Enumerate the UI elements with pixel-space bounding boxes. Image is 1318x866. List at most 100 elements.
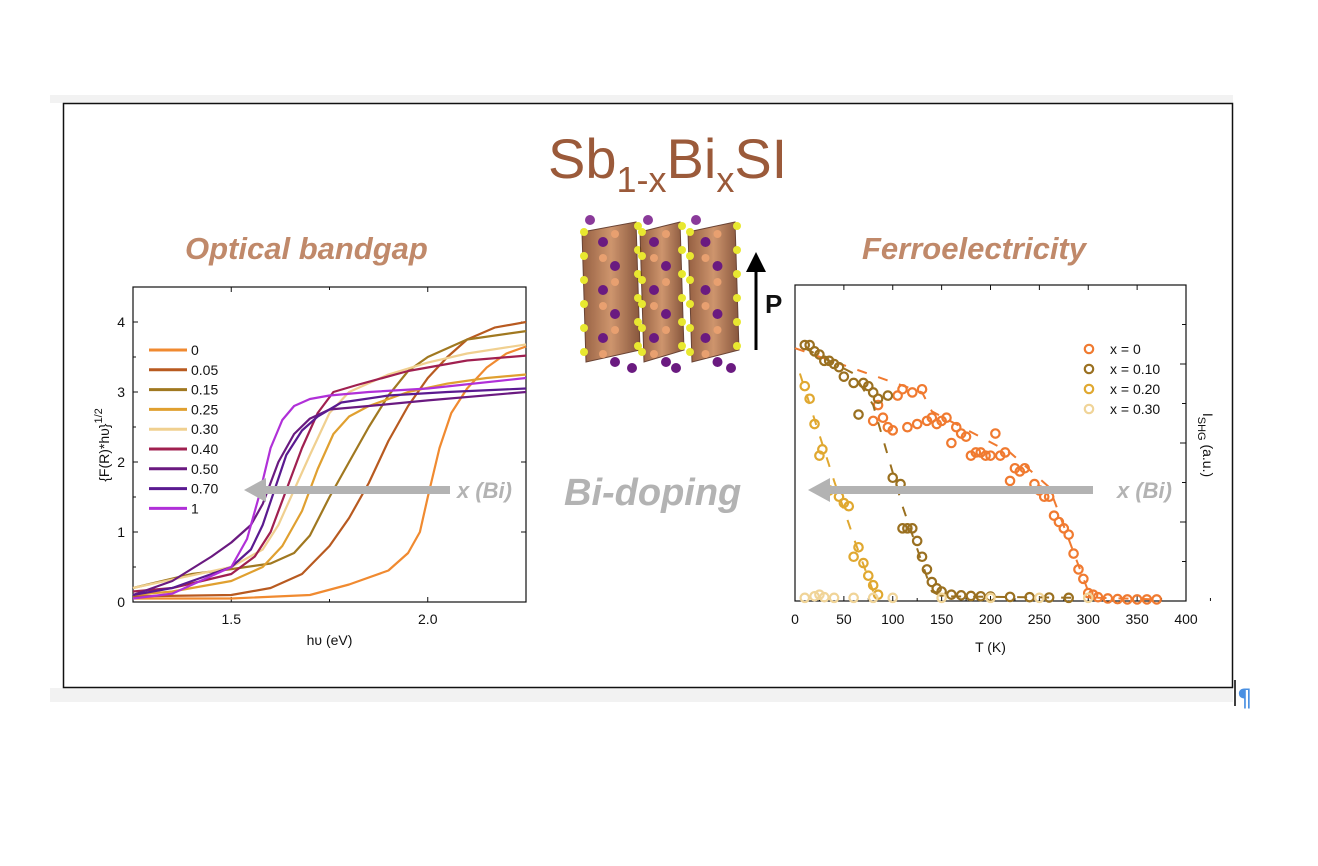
- sulfur-atom: [733, 246, 741, 254]
- iodine-atom: [661, 357, 671, 367]
- data-point: [848, 377, 859, 389]
- data-point: [867, 592, 879, 604]
- x-axis-label: hυ (eV): [307, 632, 353, 648]
- data-point: [1034, 592, 1045, 604]
- data-point: [814, 349, 825, 360]
- data-point: [1122, 594, 1133, 605]
- data-point: [1082, 587, 1094, 599]
- title-sub1: 1-x: [617, 159, 667, 200]
- data-point: [1063, 592, 1074, 604]
- sulfur-atom: [638, 228, 646, 236]
- title-sb: Sb: [548, 127, 617, 190]
- data-point: [902, 421, 913, 433]
- y-tick-label: 1: [117, 524, 125, 540]
- data-point: [1063, 529, 1074, 540]
- legend-label: 1: [191, 500, 199, 516]
- sulfur-atom: [634, 318, 642, 326]
- sulfur-atom: [678, 294, 686, 302]
- data-point: [804, 393, 815, 405]
- iodine-atom: [598, 333, 608, 343]
- iodine-atom: [610, 357, 620, 367]
- y-tick-label: 3: [117, 384, 125, 400]
- y-axis-label: {F(R)*hυ}1/2: [93, 408, 112, 482]
- antimony-atom: [713, 230, 722, 238]
- data-point: [817, 444, 828, 455]
- crystal-column: [639, 221, 685, 363]
- heading-ferroelectricity: Ferroelectricity: [862, 231, 1088, 266]
- iodine-atom: [610, 309, 620, 319]
- legend-label: 0.25: [191, 401, 218, 417]
- antimony-atom: [650, 302, 658, 310]
- data-point: [1073, 564, 1084, 575]
- sulfur-atom: [733, 294, 741, 302]
- bi-arrow-left-chart: x (Bi): [244, 478, 512, 503]
- data-point: [1082, 592, 1094, 604]
- title-bi: Bi: [667, 127, 717, 190]
- data-point: [970, 447, 982, 458]
- x-tick-label: 0: [791, 611, 799, 627]
- sulfur-atom: [733, 270, 741, 278]
- crystal-column: [581, 221, 641, 363]
- legend-marker: [1083, 403, 1095, 415]
- crystal-column: [687, 221, 740, 363]
- sulfur-atom: [580, 276, 588, 284]
- sulfur-atom: [638, 300, 646, 308]
- antimony-atom: [701, 254, 710, 262]
- legend-label: 0.50: [191, 461, 218, 477]
- data-point: [809, 418, 820, 430]
- sulfur-atom: [638, 252, 646, 260]
- iodine-atom: [598, 285, 608, 295]
- series-line-0.50: [132, 390, 527, 597]
- y-tick-label: 0: [117, 594, 125, 610]
- title-sub2: x: [716, 159, 734, 200]
- legend-label: 0.30: [191, 421, 218, 437]
- legend-label: x = 0.20: [1110, 381, 1160, 397]
- data-point: [1131, 594, 1143, 605]
- data-point: [828, 592, 840, 604]
- iodine-atom: [661, 261, 671, 271]
- series-line-0: [133, 345, 527, 600]
- sulfur-atom: [686, 228, 694, 236]
- x-tick-label: 1.5: [222, 611, 242, 627]
- antimony-atom: [662, 278, 670, 286]
- data-point: [863, 380, 874, 392]
- compound-title: Sb1-xBixSI: [548, 127, 787, 200]
- iodine-atom: [712, 309, 723, 319]
- y-axis-label-main: {F(R)*hυ}: [96, 423, 112, 482]
- sulfur-atom: [678, 270, 686, 278]
- y-tick-label: 4: [117, 314, 125, 330]
- data-point: [848, 592, 859, 604]
- y-tick-label: 2: [117, 454, 125, 470]
- data-point: [867, 415, 879, 427]
- polarization-arrow: P: [746, 252, 782, 350]
- sulfur-atom: [686, 300, 694, 308]
- data-point: [906, 387, 918, 398]
- iodine-atom: [700, 237, 711, 247]
- data-point: [921, 564, 933, 575]
- sulfur-atom: [733, 222, 741, 230]
- iodine-atom: [610, 261, 620, 271]
- antimony-atom: [713, 326, 722, 334]
- data-point: [867, 387, 879, 398]
- iodine-atom: [691, 215, 701, 225]
- data-point: [926, 576, 938, 588]
- legend-label: x = 0.30: [1110, 401, 1160, 417]
- arrow-left-icon: [244, 478, 266, 502]
- data-point: [882, 390, 894, 401]
- sulfur-atom: [638, 348, 646, 356]
- data-point: [887, 472, 899, 484]
- data-point: [799, 339, 811, 351]
- antimony-atom: [701, 350, 710, 358]
- data-point: [838, 371, 850, 382]
- data-point: [911, 535, 923, 547]
- data-point: [946, 589, 957, 600]
- data-point: [897, 383, 908, 395]
- y-axis-label-sub: SHG: [1195, 417, 1207, 441]
- data-point: [1078, 573, 1089, 585]
- antimony-atom: [662, 326, 670, 334]
- data-point: [1112, 593, 1123, 605]
- sulfur-atom: [638, 324, 646, 332]
- x-tick-label: 300: [1077, 611, 1101, 627]
- data-point: [926, 412, 938, 424]
